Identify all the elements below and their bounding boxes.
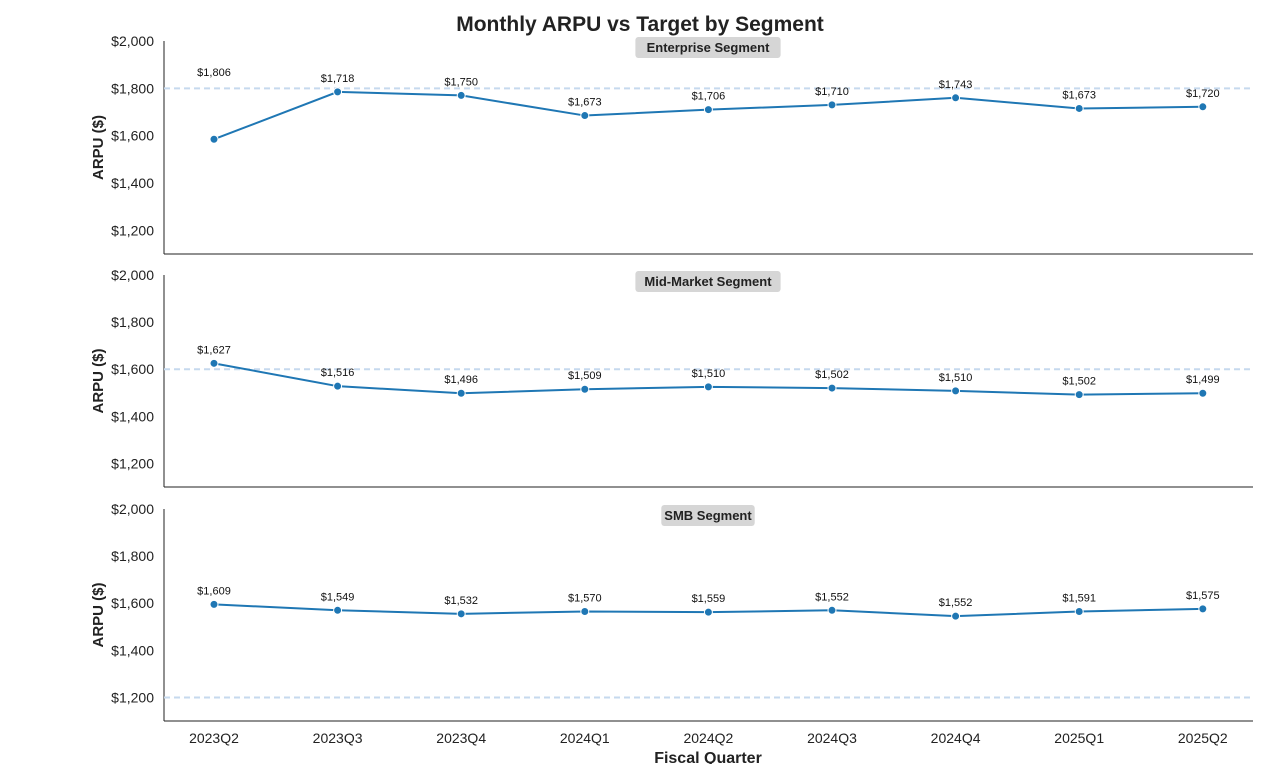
x-tick-label: 2025Q1 — [1054, 730, 1104, 746]
panel-title: Mid-Market Segment — [644, 274, 772, 289]
data-point — [703, 382, 713, 392]
y-tick-label: $1,200 — [111, 455, 154, 471]
data-label: $1,496 — [444, 374, 478, 386]
y-axis-label: ARPU ($) — [90, 348, 107, 413]
data-point — [333, 87, 343, 97]
y-tick-label: $2,000 — [111, 267, 154, 283]
x-tick-label: 2024Q1 — [560, 730, 610, 746]
data-point — [703, 607, 713, 617]
y-tick-label: $1,400 — [111, 408, 154, 424]
chart-title: Monthly ARPU vs Target by Segment — [456, 13, 824, 36]
data-label: $1,609 — [197, 585, 231, 597]
data-label: $1,710 — [815, 86, 849, 98]
data-label: $1,627 — [197, 344, 231, 356]
data-label: $1,806 — [197, 67, 231, 79]
data-point — [1074, 390, 1084, 400]
data-point — [333, 605, 343, 615]
data-label: $1,673 — [1062, 89, 1096, 101]
data-point — [827, 383, 837, 393]
y-tick-label: $1,200 — [111, 689, 154, 705]
data-label: $1,532 — [444, 595, 478, 607]
y-tick-label: $1,200 — [111, 222, 154, 238]
data-point — [1198, 102, 1208, 112]
data-point — [1198, 604, 1208, 614]
y-tick-label: $1,800 — [111, 80, 154, 96]
data-point — [333, 381, 343, 391]
y-tick-label: $1,400 — [111, 175, 154, 191]
x-tick-label: 2023Q2 — [189, 730, 239, 746]
data-label: $1,549 — [321, 591, 355, 603]
x-tick-label: 2024Q2 — [683, 730, 733, 746]
data-label: $1,575 — [1186, 590, 1220, 602]
y-tick-label: $1,600 — [111, 595, 154, 611]
data-point — [827, 605, 837, 615]
panel-title-box — [635, 271, 781, 292]
data-point — [209, 599, 219, 609]
data-label: $1,516 — [321, 367, 355, 379]
data-point — [1074, 606, 1084, 616]
data-point — [580, 606, 590, 616]
data-point — [703, 105, 713, 115]
panel-title-box — [635, 37, 781, 58]
x-tick-label: 2023Q4 — [436, 730, 486, 746]
data-point — [209, 358, 219, 368]
y-tick-label: $1,600 — [111, 361, 154, 377]
data-label: $1,570 — [568, 592, 602, 604]
y-tick-label: $2,000 — [111, 33, 154, 49]
data-label: $1,720 — [1186, 88, 1220, 100]
data-point — [456, 388, 466, 398]
data-point — [209, 134, 219, 144]
y-tick-label: $2,000 — [111, 501, 154, 517]
panel-title-box — [661, 505, 755, 526]
data-point — [951, 93, 961, 103]
x-tick-label: 2024Q3 — [807, 730, 857, 746]
data-label: $1,591 — [1062, 592, 1096, 604]
data-label: $1,559 — [692, 593, 726, 605]
data-point — [827, 100, 837, 110]
y-axis-label: ARPU ($) — [90, 582, 107, 647]
y-axis-label: ARPU ($) — [90, 115, 107, 180]
data-point — [951, 611, 961, 621]
data-label: $1,673 — [568, 97, 602, 109]
data-point — [456, 609, 466, 619]
x-tick-label: 2023Q3 — [313, 730, 363, 746]
x-axis-label: Fiscal Quarter — [654, 750, 762, 764]
x-tick-label: 2024Q4 — [931, 730, 981, 746]
panel-title: SMB Segment — [664, 508, 752, 523]
data-label: $1,499 — [1186, 374, 1220, 386]
data-point — [580, 384, 590, 394]
data-label: $1,510 — [692, 368, 726, 380]
panel-1: $1,200 $1,400 $1,600 $1,800 $2,000 ARPU ($) En… — [90, 33, 1253, 255]
y-tick-label: $1,600 — [111, 128, 154, 144]
data-point — [1198, 388, 1208, 398]
y-tick-label: $1,800 — [111, 548, 154, 564]
data-label: $1,552 — [815, 591, 849, 603]
data-label: $1,502 — [1062, 376, 1096, 388]
data-label: $1,502 — [815, 369, 849, 381]
panel-2: $1,200 $1,400 $1,600 $1,800 $2,000 ARPU ($) Mi… — [90, 267, 1253, 488]
data-label: $1,552 — [939, 597, 973, 609]
y-tick-label: $1,400 — [111, 642, 154, 658]
data-point — [1074, 103, 1084, 113]
y-tick-label: $1,800 — [111, 314, 154, 330]
data-point — [951, 386, 961, 396]
data-point — [580, 111, 590, 121]
data-label: $1,509 — [568, 370, 602, 382]
panel-title: Enterprise Segment — [647, 40, 770, 55]
data-point — [456, 90, 466, 100]
data-label: $1,750 — [444, 76, 478, 88]
data-label: $1,718 — [321, 73, 355, 85]
data-label: $1,743 — [939, 79, 973, 91]
panel-3: $1,200 $1,400 $1,600 $1,800 $2,000 ARPU ($) SM… — [90, 501, 1253, 746]
data-label: $1,706 — [692, 91, 726, 103]
x-tick-label: 2025Q2 — [1178, 730, 1228, 746]
data-label: $1,510 — [939, 372, 973, 384]
